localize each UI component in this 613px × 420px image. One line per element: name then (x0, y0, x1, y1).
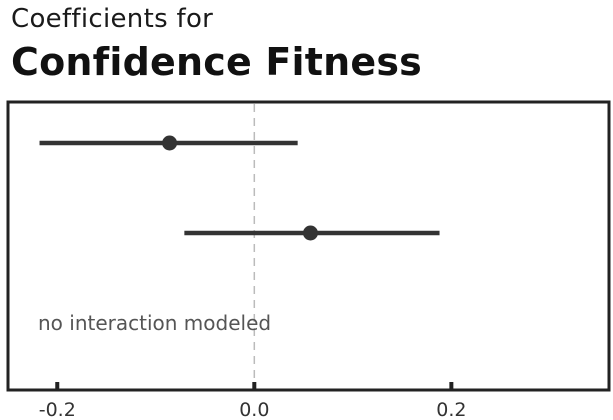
x-tick-label: 0.2 (436, 399, 466, 420)
coefficient-point-2 (302, 225, 318, 241)
annotation-no-interaction: no interaction modeled (38, 311, 271, 335)
chart-title: Confidence Fitness (11, 40, 422, 84)
x-tick-label: 0.0 (239, 399, 269, 420)
x-axis: -0.2 0.0 0.2 (39, 382, 466, 420)
coefficient-point-1 (162, 135, 178, 151)
plot-frame (6, 100, 611, 392)
chart-subtitle: Coefficients for (11, 4, 214, 34)
x-tick-label: -0.2 (39, 399, 76, 420)
coefficient-series (39, 135, 440, 241)
